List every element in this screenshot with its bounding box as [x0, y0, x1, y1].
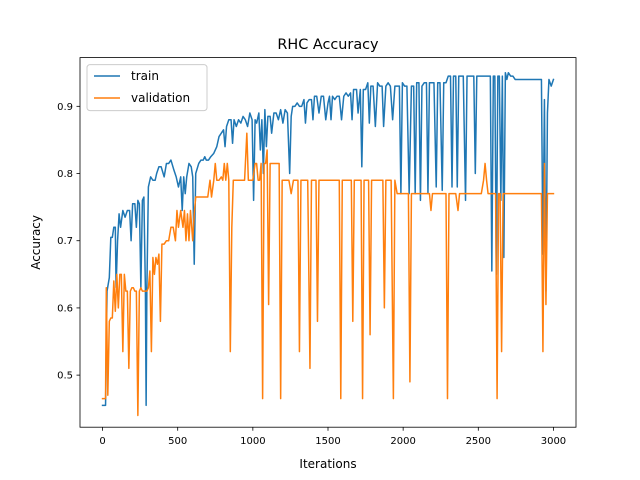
y-tick-label: 0.8 — [57, 169, 73, 180]
legend-label-validation: validation — [131, 91, 190, 105]
x-tick-label: 2000 — [390, 436, 415, 447]
x-tick-label: 1500 — [315, 436, 340, 447]
x-tick-label: 0 — [99, 436, 105, 447]
series-line-validation — [101, 132, 555, 417]
y-axis: 0.5 0.6 0.7 0.8 0.9 — [57, 102, 80, 382]
x-tick-label: 500 — [168, 436, 187, 447]
y-tick-label: 0.7 — [57, 236, 73, 247]
plot-series-group — [101, 71, 555, 417]
chart-title: RHC Accuracy — [277, 37, 379, 53]
y-axis-label: Accuracy — [29, 215, 43, 270]
legend-label-train: train — [131, 69, 159, 83]
x-tick-label: 1000 — [240, 436, 265, 447]
y-tick-label: 0.9 — [57, 102, 73, 113]
x-tick-label: 2500 — [466, 436, 491, 447]
y-tick-label: 0.5 — [57, 371, 73, 382]
series-line-train — [101, 71, 555, 407]
x-axis-label: Iterations — [299, 457, 356, 471]
x-tick-label: 3000 — [541, 436, 566, 447]
legend: train validation — [86, 64, 208, 112]
y-tick-label: 0.6 — [57, 303, 73, 314]
x-axis: 0 500 1000 1500 2000 2500 3000 — [99, 427, 566, 447]
